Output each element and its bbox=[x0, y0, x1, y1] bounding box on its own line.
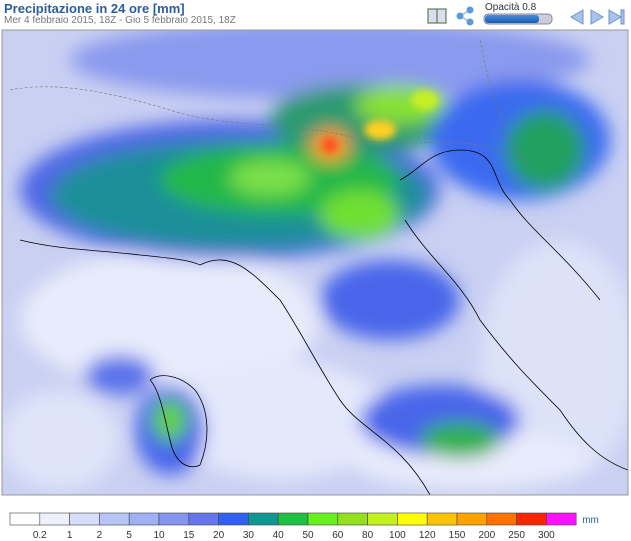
legend-swatch bbox=[307, 512, 339, 526]
legend-tick-label: 200 bbox=[478, 530, 495, 541]
legend-tick-label: 20 bbox=[213, 530, 225, 541]
subtitle: Mer 4 febbraio 2015, 18Z - Gio 5 febbrai… bbox=[4, 15, 236, 26]
legend-tick-label: 120 bbox=[419, 530, 436, 541]
play-button[interactable] bbox=[590, 9, 604, 25]
legend-swatch bbox=[397, 512, 428, 526]
legend-swatch bbox=[337, 512, 368, 526]
legend-swatch bbox=[218, 512, 249, 526]
legend-swatch bbox=[128, 512, 160, 526]
legend-tick-label: 60 bbox=[332, 530, 344, 541]
next-button[interactable] bbox=[608, 9, 625, 25]
legend-swatch bbox=[39, 512, 70, 526]
legend-tick-label: 1 bbox=[67, 530, 73, 541]
legend-tick-label: 150 bbox=[449, 530, 466, 541]
legend-tick-label: 15 bbox=[183, 530, 195, 541]
map bbox=[1, 29, 629, 496]
opacity-fill bbox=[485, 15, 539, 23]
legend-swatch bbox=[9, 512, 41, 526]
legend-swatch bbox=[426, 512, 458, 526]
legend: 0.2 1 2 5 10 15 20 30 40 50 60 80 100 120 150 200 250 300… bbox=[9, 512, 599, 541]
legend-swatch bbox=[158, 512, 190, 526]
legend-swatch bbox=[367, 512, 398, 526]
legend-swatch bbox=[516, 512, 547, 526]
legend-tick-label: 10 bbox=[153, 530, 165, 541]
legend-tick-label: 0.2 bbox=[33, 530, 47, 541]
legend-swatch bbox=[486, 512, 517, 526]
legend-swatch bbox=[69, 512, 100, 526]
legend-swatch bbox=[456, 512, 488, 526]
opacity-label: Opacità 0.8 bbox=[485, 2, 537, 13]
legend-tick-label: 250 bbox=[508, 530, 525, 541]
prev-button[interactable] bbox=[570, 9, 584, 25]
title: Precipitazione in 24 ore [mm] bbox=[4, 1, 185, 16]
legend-tick-label: 50 bbox=[302, 530, 314, 541]
legend-tick-label: 30 bbox=[243, 530, 255, 541]
legend-tick-label: 40 bbox=[273, 530, 285, 541]
legend-tick-label: 5 bbox=[126, 530, 132, 541]
legend-tick-label: 2 bbox=[97, 530, 103, 541]
legend-tick-label: 80 bbox=[362, 530, 374, 541]
legend-swatch bbox=[248, 512, 279, 526]
legend-swatch bbox=[188, 512, 219, 526]
toolbar bbox=[427, 6, 625, 26]
share-icon[interactable] bbox=[456, 6, 474, 26]
legend-tick-label: 100 bbox=[389, 530, 406, 541]
legend-swatch bbox=[99, 512, 130, 526]
legend-swatch bbox=[277, 512, 309, 526]
legend-swatch bbox=[546, 512, 577, 526]
legend-tick-label: 300 bbox=[538, 530, 555, 541]
legend-unit: mm bbox=[582, 515, 599, 526]
